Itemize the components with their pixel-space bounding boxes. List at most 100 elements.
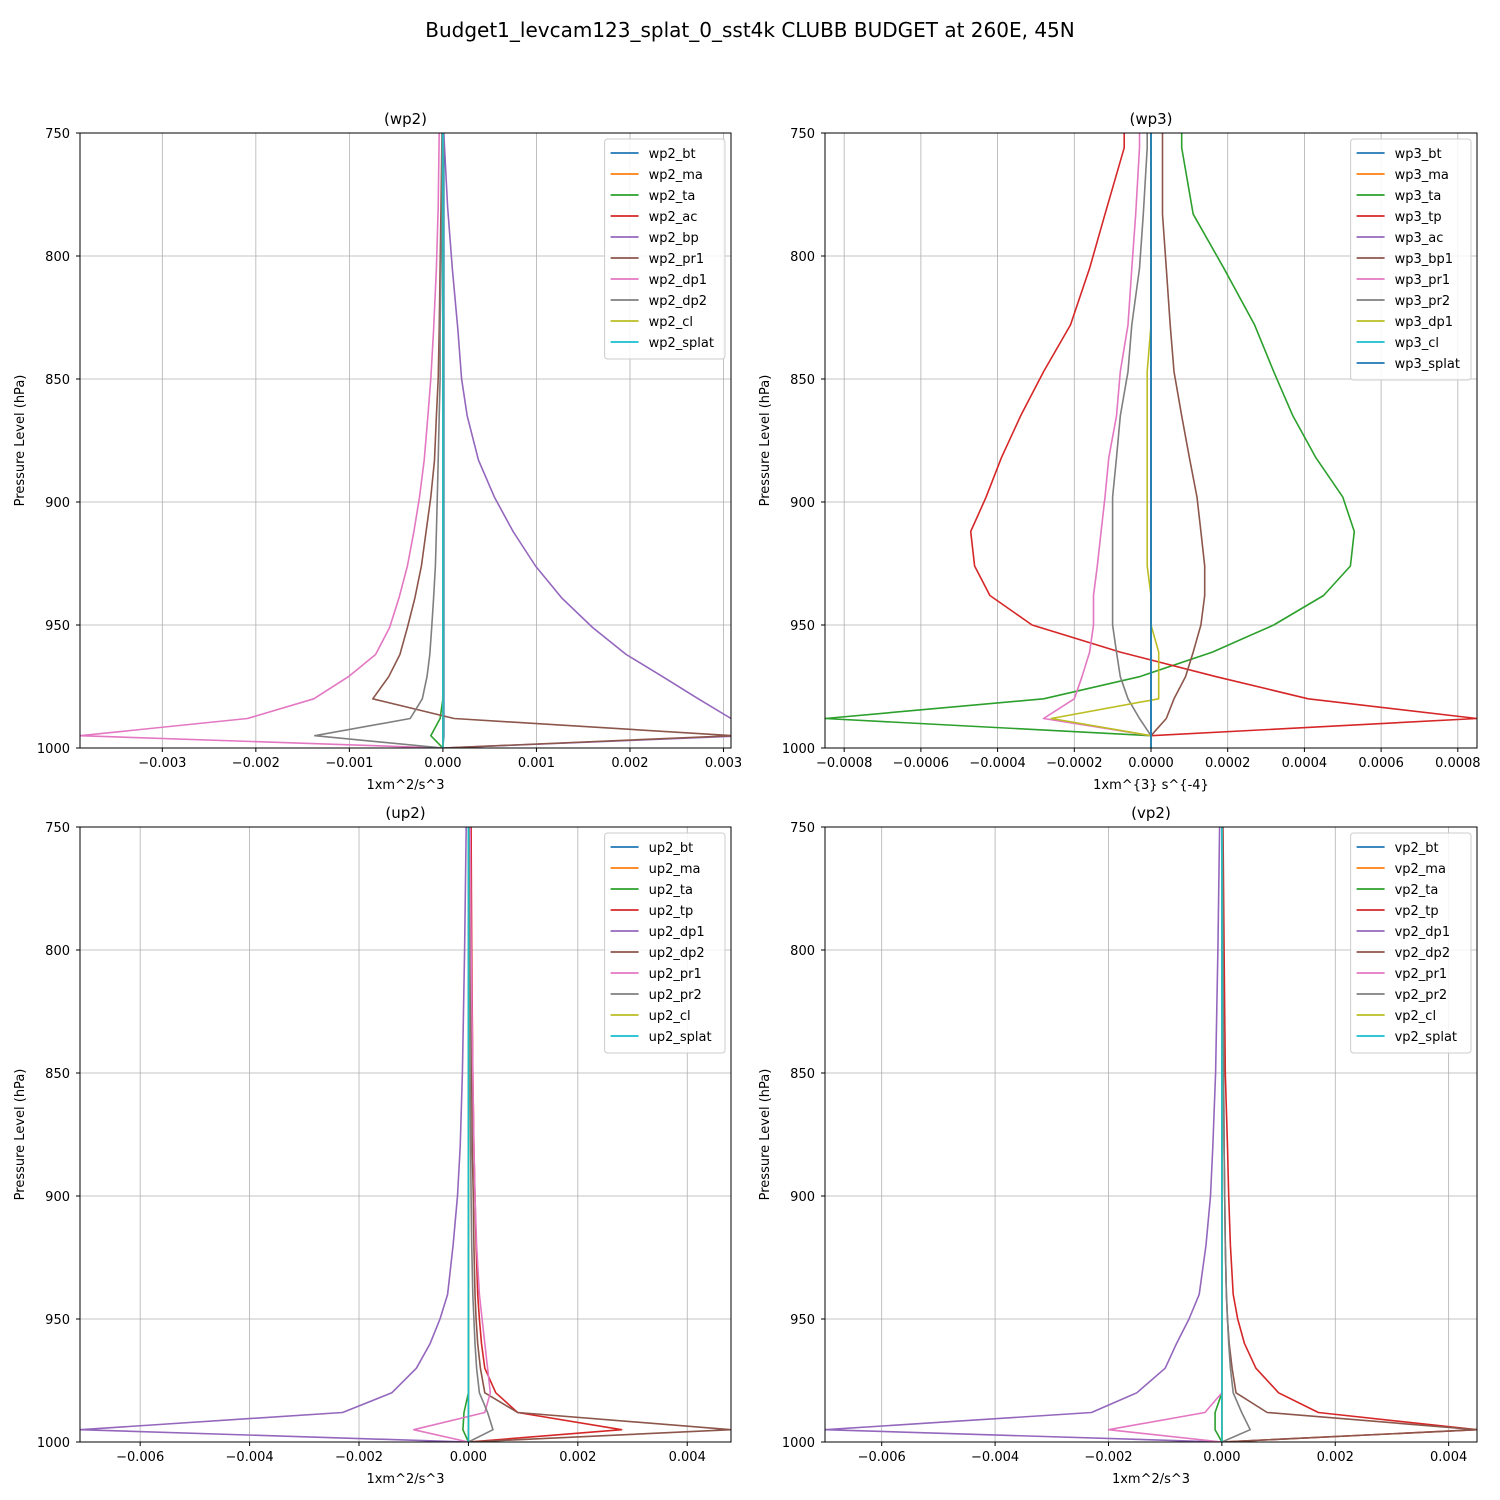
chart-panel: −0.003 −0.002 −0.001 0.000 0.001 0.002 0.003 75…: [13, 110, 742, 793]
y-tick-label: 1000: [37, 742, 70, 757]
y-tick-label: 900: [45, 1190, 70, 1205]
x-tick-label: −0.004: [971, 1450, 1019, 1465]
legend: vp2_bt vp2_ma vp2_ta vp2_tp vp2_dp1 vp2_dp2vp…: [1350, 832, 1472, 1054]
x-tick-label: 0.004: [1430, 1450, 1467, 1465]
series-line-vp2_pr2: [1221, 827, 1251, 1442]
y-tick-label: 750: [790, 127, 815, 142]
x-tick-label: −0.0006: [893, 756, 949, 771]
legend-label: up2_dp2: [649, 946, 705, 961]
legend-label: up2_ma: [649, 862, 701, 877]
legend-label: vp2_cl: [1395, 1009, 1436, 1024]
legend-label: vp2_tp: [1395, 904, 1439, 919]
y-tick-label: 850: [45, 373, 70, 388]
legend-label: vp2_splat: [1395, 1030, 1457, 1045]
y-tick-label: 1000: [37, 1436, 70, 1451]
x-axis-label: 1xm^2/s^3: [1112, 1472, 1190, 1487]
x-tick-label: 0.000: [424, 756, 461, 771]
y-axis-label: Pressure Level (hPa): [758, 375, 773, 507]
chart-panel: −0.006 −0.004 −0.002 0.000 0.002 0.004 750 800 8…: [758, 804, 1478, 1487]
legend-label: wp2_pr1: [649, 252, 705, 267]
legend-label: up2_pr1: [649, 967, 702, 982]
x-tick-label: −0.003: [138, 756, 186, 771]
legend-label: wp3_cl: [1395, 336, 1439, 351]
legend-label: wp2_ta: [649, 189, 696, 204]
series-line-up2_pr2: [468, 827, 494, 1442]
legend-label: up2_bt: [649, 841, 694, 856]
series-line-wp3_pr1: [1042, 133, 1152, 748]
figure-title: Budget1_levcam123_splat_0_sst4k CLUBB BU…: [425, 18, 1075, 42]
y-tick-label: 850: [790, 373, 815, 388]
x-tick-label: −0.006: [116, 1450, 164, 1465]
chart-panel: −0.0008 −0.0006 −0.0004 −0.0002 0.0000 0.0002…: [758, 110, 1481, 793]
y-tick-label: 900: [790, 496, 815, 511]
y-tick-label: 1000: [782, 1436, 815, 1451]
legend-label: vp2_ma: [1395, 862, 1446, 877]
series-line-up2_dp2: [468, 827, 731, 1442]
y-tick-label: 800: [45, 250, 70, 265]
legend-label: wp2_bp: [649, 231, 699, 246]
x-tick-label: −0.002: [232, 756, 280, 771]
y-tick-label: 850: [45, 1067, 70, 1082]
x-axis-label: 1xm^2/s^3: [366, 778, 444, 793]
legend-label: up2_splat: [649, 1030, 712, 1045]
legend-label: vp2_dp2: [1395, 946, 1451, 961]
x-tick-label: −0.0004: [969, 756, 1025, 771]
axes-frame: [79, 132, 732, 749]
series-line-up2_tp: [468, 827, 623, 1442]
x-axis-label: 1xm^{3} s^{-4}: [1093, 778, 1209, 793]
series-line-up2_dp1: [80, 827, 469, 1442]
legend-label: up2_dp1: [649, 925, 705, 940]
y-tick-label: 1000: [782, 742, 815, 757]
x-tick-label: 0.002: [559, 1450, 596, 1465]
y-tick-label: 800: [790, 250, 815, 265]
legend-label: wp3_ta: [1395, 189, 1442, 204]
legend: up2_bt up2_ma up2_ta up2_tp up2_dp1 up2_dp2up…: [604, 832, 726, 1054]
legend-label: wp3_bt: [1395, 147, 1442, 162]
y-axis-label: Pressure Level (hPa): [13, 1069, 28, 1201]
series-line-vp2_pr1: [1107, 827, 1223, 1442]
series-line-wp3_bp1: [1150, 133, 1206, 748]
series-line-wp2_bt: [442, 133, 445, 748]
panel-title: (vp2): [1131, 804, 1171, 822]
legend-label: wp3_ac: [1395, 231, 1444, 246]
y-tick-label: 850: [790, 1067, 815, 1082]
legend-label: vp2_ta: [1395, 883, 1439, 898]
x-tick-label: 0.000: [1203, 1450, 1240, 1465]
legend-label: wp3_tp: [1395, 210, 1442, 225]
x-tick-label: −0.002: [1084, 1450, 1132, 1465]
x-tick-label: 0.0000: [1128, 756, 1174, 771]
x-tick-label: −0.0008: [816, 756, 872, 771]
x-tick-label: −0.002: [335, 1450, 383, 1465]
panel-title: (wp2): [384, 110, 427, 128]
legend-label: vp2_pr1: [1395, 967, 1448, 982]
y-axis-label: Pressure Level (hPa): [758, 1069, 773, 1201]
legend-label: wp2_dp2: [649, 294, 707, 309]
axes-frame: [824, 826, 1478, 1443]
x-tick-label: −0.0002: [1046, 756, 1102, 771]
series-line-wp2_pr1: [371, 133, 731, 748]
x-tick-label: −0.006: [858, 1450, 906, 1465]
legend-label: wp3_ma: [1395, 168, 1449, 183]
x-tick-label: 0.002: [611, 756, 648, 771]
series-line-wp3_ta: [825, 133, 1356, 748]
series-line-wp2_dp2: [313, 133, 443, 748]
y-tick-label: 900: [790, 1190, 815, 1205]
y-tick-label: 800: [790, 944, 815, 959]
x-tick-label: 0.002: [1317, 1450, 1354, 1465]
axes-frame: [79, 826, 732, 1443]
legend-label: wp2_splat: [649, 336, 714, 351]
legend-label: up2_cl: [649, 1009, 691, 1024]
legend-label: wp3_bp1: [1395, 252, 1453, 267]
legend-label: wp3_dp1: [1395, 315, 1453, 330]
series-line-wp3_tp: [969, 133, 1477, 748]
x-tick-label: 0.004: [669, 1450, 706, 1465]
legend-label: wp3_pr2: [1395, 294, 1451, 309]
legend-label: wp2_ac: [649, 210, 698, 225]
y-tick-label: 750: [790, 821, 815, 836]
chart-panel: −0.006 −0.004 −0.002 0.000 0.002 0.004 750 800 8…: [13, 804, 732, 1487]
legend-label: vp2_bt: [1395, 841, 1439, 856]
x-tick-label: 0.0004: [1282, 756, 1328, 771]
y-tick-label: 950: [45, 619, 70, 634]
x-axis-label: 1xm^2/s^3: [366, 1472, 444, 1487]
